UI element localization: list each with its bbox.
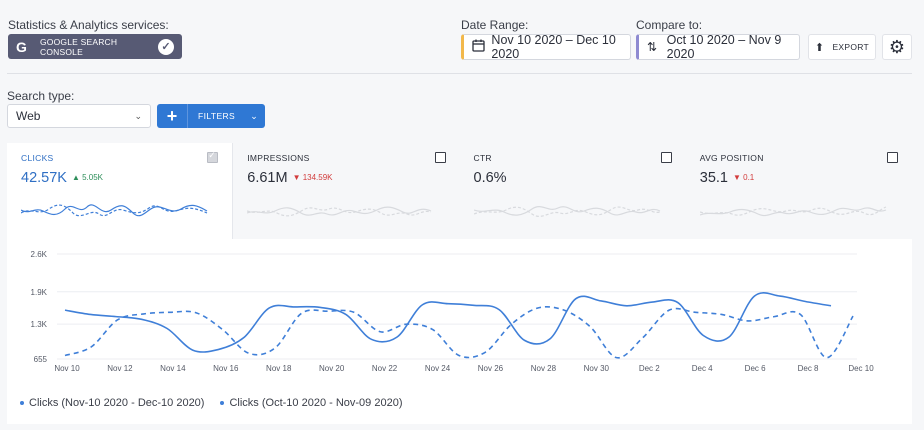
filters-button[interactable]: + FILTERS ⌄ [157,104,265,128]
x-tick-label: Nov 10 [54,364,80,373]
x-tick-label: Dec 2 [639,364,660,373]
x-tick-label: Nov 26 [478,364,504,373]
ctr-sparkline [473,205,660,217]
x-tick-label: Dec 10 [848,364,874,373]
gsc-label: GOOGLE SEARCH CONSOLE [40,36,118,57]
metric-checkbox[interactable] [434,152,446,163]
x-tick-label: Dec 8 [798,364,819,373]
compare-value: Oct 10 2020 – Nov 9 2020 [666,33,782,61]
clicks-line-chart: 2.6K 1.9K 1.3K 655 Nov 10 Nov 12 Nov 14 Nov 16… [31,250,875,373]
y-tick-label: 1.9K [31,288,48,297]
plus-icon: + [166,105,178,126]
compare-date-picker[interactable]: ⇅ Oct 10 2020 – Nov 9 2020 [636,33,800,61]
metric-checkbox[interactable] [660,152,672,163]
check-icon: ✓ [158,38,174,55]
metric-value: 35.1 [699,170,728,186]
legend-item-previous[interactable]: Clicks (Oct-10 2020 - Nov-09 2020) [220,397,402,409]
legend-label: Clicks (Nov-10 2020 - Dec-10 2020) [29,397,205,409]
filters-separator [187,104,188,128]
metric-cards: CLICKS 42.57K ▲ 5.05K IMPRESSIONS 6.61M ▼ … [7,143,912,239]
x-tick-label: Dec 6 [745,364,766,373]
x-tick-label: Nov 30 [584,364,610,373]
x-tick-label: Nov 28 [531,364,557,373]
google-search-console-button[interactable]: G GOOGLE SEARCH CONSOLE ✓ [8,34,182,59]
x-tick-label: Dec 4 [692,364,713,373]
export-button[interactable]: ⬆ EXPORT [808,34,876,60]
compare-label: Compare to: [636,18,703,32]
avg-position-sparkline [699,206,886,217]
date-range-label: Date Range: [461,18,529,32]
metric-title: CTR [473,153,492,163]
legend-dot [20,401,24,405]
date-range-value: Nov 10 2020 – Dec 10 2020 [491,33,616,61]
chevron-down-icon: ⌄ [134,110,142,121]
x-tick-label: Nov 18 [266,364,292,373]
chevron-down-icon[interactable]: ⌄ [250,110,258,121]
legend-label: Clicks (Oct-10 2020 - Nov-09 2020) [229,397,403,409]
upload-icon: ⬆ [814,41,825,54]
series-line-previous [64,306,854,359]
search-type-value: Web [16,109,41,123]
date-range-picker[interactable]: Nov 10 2020 – Dec 10 2020 [461,33,631,61]
y-tick-label: 655 [34,355,48,364]
metric-title: CLICKS [21,153,54,163]
calendar-icon [472,39,485,55]
metric-value: 42.57K [21,170,67,186]
x-tick-label: Nov 20 [319,364,345,373]
metric-value: 0.6% [473,170,507,186]
y-tick-label: 2.6K [31,250,48,259]
metric-title: IMPRESSIONS [247,153,310,163]
metric-change: ▼ 0.1 [732,173,755,182]
x-tick-label: Nov 22 [372,364,398,373]
metric-card-ctr[interactable]: CTR 0.6% [459,143,686,239]
services-label: Statistics & Analytics services: [8,18,169,32]
x-tick-label: Nov 24 [425,364,451,373]
metric-card-impressions[interactable]: IMPRESSIONS 6.61M ▼ 134.59K [233,143,460,239]
metric-card-clicks[interactable]: CLICKS 42.57K ▲ 5.05K [7,143,234,239]
series-line-current [64,292,832,353]
legend-dot [220,401,225,405]
export-label: EXPORT [832,42,870,52]
gear-icon: ⚙ [888,36,906,57]
header-divider [7,73,912,74]
metric-value: 6.61M [247,170,288,186]
x-tick-label: Nov 12 [107,364,133,373]
settings-button[interactable]: ⚙ [882,34,912,60]
metric-card-avg-position[interactable]: AVG POSITION 35.1 ▼ 0.1 [685,143,912,239]
x-tick-label: Nov 14 [160,364,186,373]
chart-legend: Clicks (Nov-10 2020 - Dec-10 2020) Click… [20,397,402,409]
legend-item-current[interactable]: Clicks (Nov-10 2020 - Dec-10 2020) [20,397,204,409]
y-tick-label: 1.3K [31,320,48,329]
metric-change: ▼ 134.59K [292,173,333,182]
clicks-sparkline [21,204,208,217]
filters-label: FILTERS [198,111,236,121]
x-tick-label: Nov 16 [213,364,239,373]
swap-icon: ⇅ [647,40,658,54]
google-icon: G [16,38,27,55]
metric-checkbox[interactable] [207,150,219,163]
metric-change: ▲ 5.05K [71,173,104,182]
metric-title: AVG POSITION [699,153,764,163]
metric-checkbox[interactable] [887,152,898,163]
search-type-select[interactable]: Web ⌄ [7,104,151,128]
impressions-sparkline [247,206,432,217]
search-type-label: Search type: [7,89,75,103]
